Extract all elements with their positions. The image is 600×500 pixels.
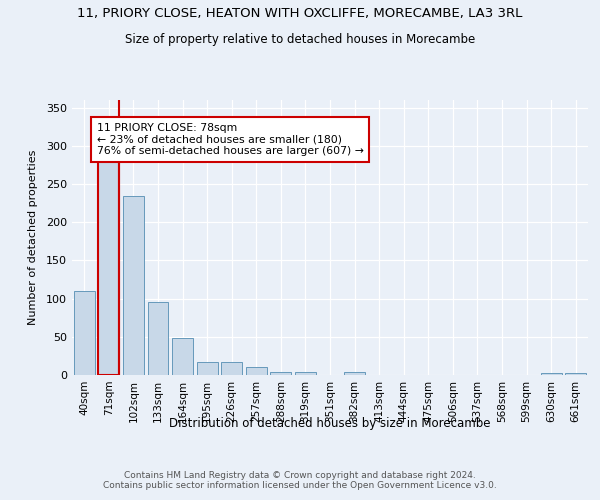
- Text: 11 PRIORY CLOSE: 78sqm
← 23% of detached houses are smaller (180)
76% of semi-de: 11 PRIORY CLOSE: 78sqm ← 23% of detached…: [97, 123, 364, 156]
- Bar: [246, 366, 267, 375]
- Bar: [271, 372, 292, 375]
- Text: Size of property relative to detached houses in Morecambe: Size of property relative to detached ho…: [125, 32, 475, 46]
- Bar: [98, 159, 119, 375]
- Bar: [123, 196, 144, 375]
- Bar: [221, 362, 242, 375]
- Bar: [148, 302, 169, 375]
- Bar: [565, 372, 586, 375]
- Y-axis label: Number of detached properties: Number of detached properties: [28, 150, 38, 325]
- Bar: [541, 372, 562, 375]
- Bar: [172, 338, 193, 375]
- Bar: [295, 372, 316, 375]
- Bar: [74, 291, 95, 375]
- Text: 11, PRIORY CLOSE, HEATON WITH OXCLIFFE, MORECAMBE, LA3 3RL: 11, PRIORY CLOSE, HEATON WITH OXCLIFFE, …: [77, 8, 523, 20]
- Text: Contains HM Land Registry data © Crown copyright and database right 2024.
Contai: Contains HM Land Registry data © Crown c…: [103, 470, 497, 490]
- Bar: [197, 362, 218, 375]
- Bar: [344, 372, 365, 375]
- Text: Distribution of detached houses by size in Morecambe: Distribution of detached houses by size …: [169, 418, 491, 430]
